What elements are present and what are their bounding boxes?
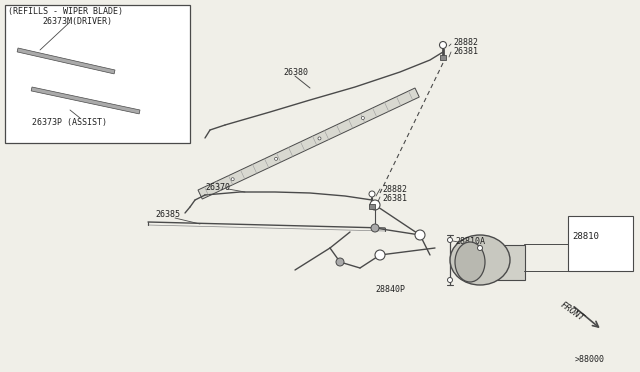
Text: (REFILLS - WIPER BLADE): (REFILLS - WIPER BLADE): [8, 7, 123, 16]
Polygon shape: [17, 48, 115, 74]
Text: 26380: 26380: [283, 68, 308, 77]
Circle shape: [447, 237, 452, 243]
Text: 28810: 28810: [572, 232, 599, 241]
Circle shape: [447, 278, 452, 282]
Ellipse shape: [455, 242, 485, 282]
Circle shape: [318, 137, 321, 140]
Circle shape: [369, 191, 375, 197]
Bar: [369, 204, 375, 209]
Text: 28840P: 28840P: [375, 285, 405, 294]
Circle shape: [477, 246, 483, 250]
Text: 26381: 26381: [453, 47, 478, 56]
Bar: [5, 5, 190, 143]
Text: 26381: 26381: [382, 194, 407, 203]
Circle shape: [440, 42, 447, 48]
Text: 26373M(DRIVER): 26373M(DRIVER): [42, 17, 112, 26]
Ellipse shape: [450, 235, 510, 285]
Circle shape: [231, 178, 234, 181]
Polygon shape: [31, 87, 140, 114]
Circle shape: [370, 200, 380, 210]
Text: 28882: 28882: [382, 185, 407, 194]
Circle shape: [362, 116, 364, 119]
Text: 26373P (ASSIST): 26373P (ASSIST): [32, 118, 107, 127]
Text: FRONT: FRONT: [558, 300, 585, 323]
Text: >88000: >88000: [575, 355, 605, 364]
Circle shape: [275, 157, 278, 160]
Text: 28810A: 28810A: [455, 237, 485, 246]
Circle shape: [336, 258, 344, 266]
Circle shape: [415, 230, 425, 240]
Text: 28882: 28882: [453, 38, 478, 47]
Polygon shape: [198, 88, 419, 199]
Bar: [470, 245, 525, 280]
Circle shape: [375, 250, 385, 260]
Text: 26385: 26385: [155, 210, 180, 219]
Text: 26370: 26370: [205, 183, 230, 192]
Bar: [440, 55, 446, 60]
Circle shape: [371, 224, 379, 232]
Bar: [568, 216, 633, 271]
